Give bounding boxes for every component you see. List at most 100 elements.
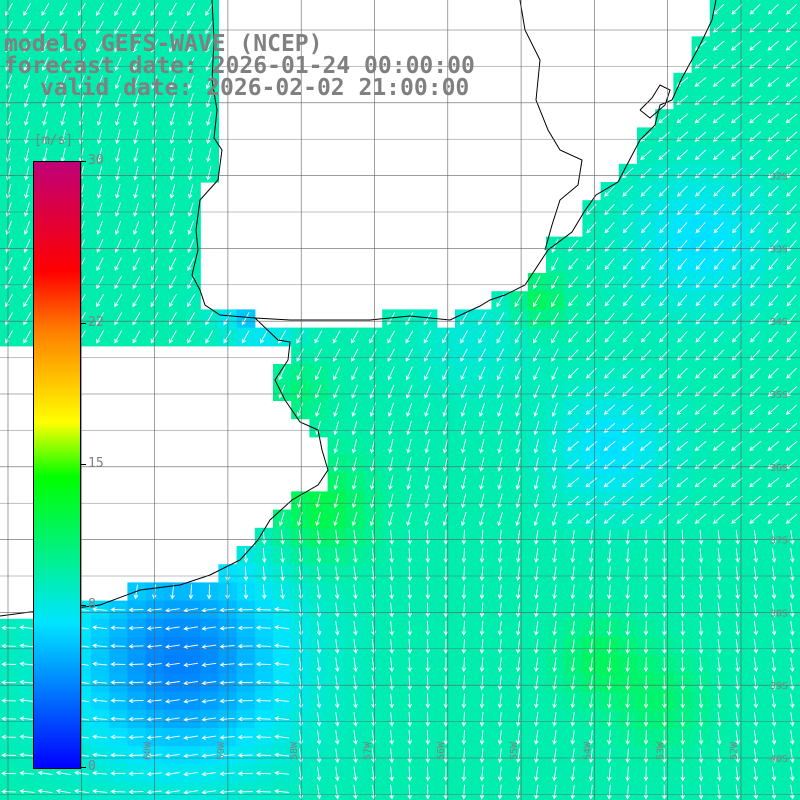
wind-arrow bbox=[443, 529, 449, 545]
wind-arrow bbox=[567, 441, 579, 452]
wind-arrow bbox=[479, 693, 485, 709]
wind-arrow bbox=[713, 167, 725, 179]
wind-arrow bbox=[749, 22, 761, 33]
wind-arrow bbox=[496, 312, 505, 326]
wind-arrow bbox=[296, 348, 304, 362]
wind-arrow bbox=[187, 147, 194, 163]
wind-arrow bbox=[389, 639, 394, 655]
wind-arrow bbox=[479, 657, 485, 673]
wind-arrow bbox=[114, 312, 123, 326]
wind-arrow bbox=[603, 441, 616, 452]
wind-arrow bbox=[659, 222, 670, 234]
wind-arrow bbox=[515, 366, 523, 381]
wind-arrow bbox=[5, 239, 13, 253]
wind-arrow bbox=[789, 657, 795, 673]
wind-arrow bbox=[442, 457, 448, 472]
wind-arrow bbox=[643, 620, 649, 636]
wind-arrow bbox=[19, 625, 35, 630]
wind-arrow bbox=[712, 58, 725, 69]
wind-arrow bbox=[695, 185, 706, 197]
wind-arrow bbox=[786, 3, 798, 15]
wind-arrow bbox=[497, 529, 503, 545]
wind-arrow bbox=[219, 607, 235, 613]
wind-arrow bbox=[789, 711, 795, 727]
wind-arrow bbox=[735, 639, 740, 654]
wind-arrow bbox=[407, 693, 413, 709]
wind-arrow bbox=[698, 584, 704, 600]
wind-arrow bbox=[640, 185, 652, 197]
wind-arrow bbox=[460, 312, 468, 326]
longitude-label: 60W bbox=[143, 741, 154, 760]
wind-arrow bbox=[698, 730, 704, 746]
wind-arrow bbox=[96, 129, 103, 145]
wind-arrow bbox=[785, 22, 798, 33]
wind-arrow bbox=[443, 657, 449, 673]
wind-arrow bbox=[406, 475, 412, 491]
wind-arrow bbox=[698, 784, 704, 800]
wind-arrow bbox=[497, 657, 503, 673]
wind-arrow bbox=[187, 2, 195, 17]
wind-arrow bbox=[478, 312, 487, 326]
wind-arrow bbox=[717, 657, 722, 673]
wind-arrow bbox=[717, 711, 722, 727]
wind-arrow bbox=[334, 620, 340, 636]
wind-arrow bbox=[460, 438, 467, 454]
wind-arrow bbox=[183, 662, 199, 668]
wind-arrow bbox=[606, 602, 612, 618]
wind-arrow bbox=[694, 113, 707, 124]
wind-arrow bbox=[205, 312, 214, 326]
wind-arrow bbox=[353, 675, 358, 691]
wind-arrow bbox=[110, 661, 126, 667]
wind-arrow bbox=[771, 584, 777, 600]
wind-arrow bbox=[353, 584, 358, 600]
wind-arrow bbox=[515, 730, 521, 745]
wind-arrow bbox=[735, 566, 740, 582]
wind-arrow bbox=[552, 748, 557, 764]
wind-arrow bbox=[621, 495, 634, 506]
wind-arrow bbox=[407, 620, 413, 636]
wind-arrow bbox=[731, 3, 743, 15]
wind-arrow bbox=[588, 620, 594, 636]
wind-arrow bbox=[551, 257, 559, 272]
wind-arrow bbox=[133, 147, 139, 163]
wind-arrow bbox=[110, 752, 126, 758]
wind-arrow bbox=[205, 330, 214, 344]
wind-arrow bbox=[479, 620, 485, 636]
wind-arrow bbox=[188, 584, 194, 600]
wind-arrow bbox=[753, 748, 759, 764]
wind-arrow bbox=[551, 275, 559, 290]
wind-arrow bbox=[60, 111, 67, 126]
wind-arrow bbox=[205, 20, 214, 35]
wind-arrow bbox=[443, 584, 449, 600]
wind-arrow bbox=[534, 566, 539, 582]
wind-arrow bbox=[165, 735, 180, 740]
wind-arrow bbox=[255, 752, 271, 758]
wind-arrow bbox=[461, 529, 467, 545]
wind-arrow bbox=[515, 620, 521, 636]
wind-arrow bbox=[713, 386, 725, 397]
wind-arrow bbox=[625, 620, 630, 636]
wind-arrow bbox=[241, 312, 250, 326]
wind-arrow bbox=[767, 441, 780, 452]
wind-arrow bbox=[388, 493, 394, 509]
wind-arrow bbox=[405, 348, 414, 362]
wind-arrow bbox=[551, 475, 558, 491]
wind-arrow bbox=[568, 258, 579, 271]
wind-arrow bbox=[497, 730, 503, 746]
wind-arrow bbox=[789, 639, 795, 654]
wind-arrow bbox=[334, 529, 340, 545]
colorbar-tick-label: 0 bbox=[88, 759, 96, 774]
wind-arrow bbox=[659, 294, 670, 307]
wind-arrow bbox=[371, 584, 376, 600]
wind-arrow bbox=[425, 529, 431, 545]
wind-arrow bbox=[255, 770, 271, 776]
wind-arrow bbox=[23, 39, 31, 53]
wind-arrow bbox=[570, 602, 576, 618]
wind-arrow bbox=[443, 766, 449, 782]
wind-arrow bbox=[713, 404, 725, 415]
wind-arrow bbox=[534, 784, 539, 800]
wind-arrow bbox=[771, 639, 777, 654]
wind-arrow bbox=[731, 222, 743, 234]
wind-arrow bbox=[712, 422, 725, 433]
wind-arrow bbox=[237, 734, 253, 740]
